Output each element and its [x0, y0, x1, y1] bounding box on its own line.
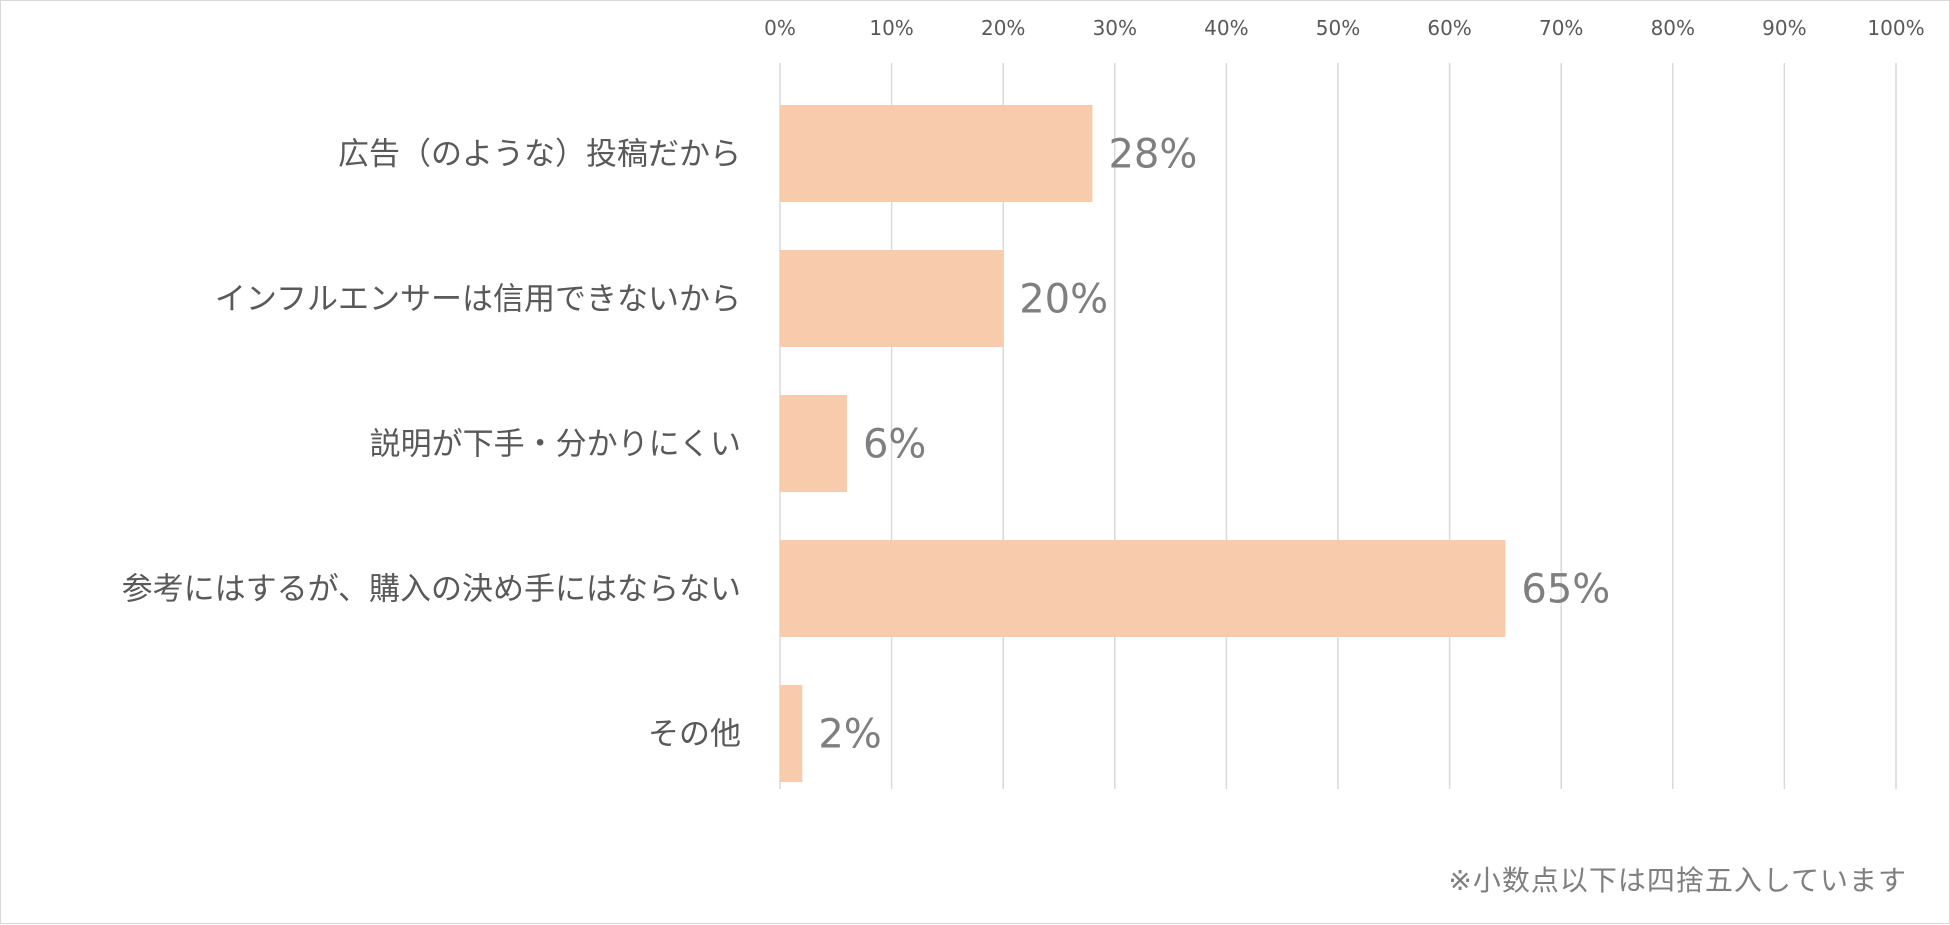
bar [780, 540, 1506, 637]
bar [780, 685, 803, 782]
data-label: 6% [863, 422, 926, 468]
footnote: ※小数点以下は四捨五入しています [1448, 864, 1907, 897]
bar [780, 105, 1093, 202]
x-tick-label: 80% [1651, 16, 1695, 40]
x-tick-label: 70% [1539, 16, 1583, 40]
x-tick-label: 30% [1093, 16, 1137, 40]
x-tick-label: 60% [1427, 16, 1471, 40]
bar [780, 395, 847, 492]
x-tick-label: 40% [1204, 16, 1248, 40]
data-label: 2% [818, 712, 881, 758]
category-label: 参考にはするが、購入の決め手にはならない [122, 572, 741, 608]
data-label: 20% [1019, 277, 1108, 323]
x-tick-label: 50% [1316, 16, 1360, 40]
category-labels: 広告（のような）投稿だからインフルエンサーは信用できないから説明が下手・分かりに… [122, 137, 741, 753]
x-axis-tick-labels: 0% 10% 20% 30% 40% 50% 60% 70% 80% 90% 100% [764, 16, 1924, 40]
category-label: 広告（のような）投稿だから [338, 137, 741, 173]
category-label: 説明が下手・分かりにくい [370, 427, 741, 463]
data-label: 65% [1521, 567, 1610, 613]
x-tick-label: 20% [981, 16, 1025, 40]
data-labels: 28% 20% 6% 65% 2% [818, 132, 1610, 758]
x-tick-label: 10% [869, 16, 913, 40]
data-label: 28% [1108, 132, 1197, 178]
category-label: インフルエンサーは信用できないから [215, 282, 741, 318]
bars [780, 105, 1506, 782]
x-tick-label: 100% [1867, 16, 1924, 40]
x-tick-label: 0% [764, 16, 796, 40]
bar [780, 250, 1004, 347]
category-label: その他 [648, 717, 741, 753]
x-tick-label: 90% [1762, 16, 1806, 40]
